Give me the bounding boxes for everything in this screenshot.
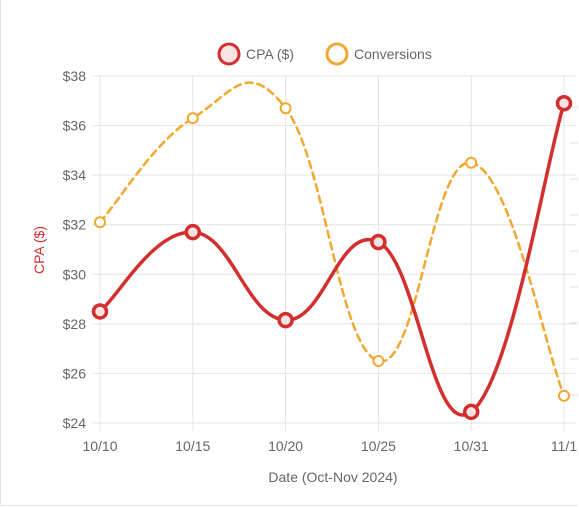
y-tick-label: $36 (63, 118, 87, 134)
right-axis-ticks (570, 106, 578, 396)
x-tick-label: 10/31 (454, 438, 489, 454)
data-point-cpa[interactable] (184, 223, 202, 241)
legend-item-cpa[interactable]: CPA ($) (217, 42, 294, 66)
grid-lines (92, 75, 576, 431)
data-point-cpa[interactable] (370, 233, 387, 251)
x-tick-label: 10/10 (82, 438, 117, 454)
data-point-conversions[interactable] (279, 102, 292, 115)
y-tick-label: $26 (63, 365, 87, 381)
x-tick-label: 10/15 (175, 438, 210, 454)
series-points (91, 95, 573, 421)
data-point-conversions[interactable] (186, 112, 199, 125)
y-axis-title: CPA ($) (31, 226, 47, 274)
x-tick-label: 10/25 (361, 438, 396, 454)
y-axis-ticks: $24 $26 $28 $30 $32 $34 $36 $38 (63, 68, 87, 431)
legend: CPA ($) Conversions (217, 42, 432, 66)
data-point-cpa[interactable] (462, 403, 480, 421)
y-tick-label: $32 (63, 217, 87, 233)
series-lines (98, 81, 566, 417)
data-point-conversions[interactable] (372, 355, 385, 368)
legend-marker-cpa (217, 42, 241, 66)
legend-marker-conversions (325, 42, 349, 66)
data-point-cpa[interactable] (555, 95, 573, 112)
data-point-conversions[interactable] (465, 156, 478, 169)
y-tick-label: $34 (63, 167, 87, 183)
x-axis-title: Date (Oct-Nov 2024) (268, 469, 397, 485)
series-line-cpa (98, 101, 566, 417)
y-tick-label: $28 (63, 316, 87, 332)
y-tick-label: $24 (63, 415, 87, 431)
data-point-cpa[interactable] (91, 303, 109, 320)
x-tick-label: 11/1 (551, 438, 577, 454)
x-tick-label: 10/20 (268, 438, 303, 454)
data-point-cpa[interactable] (277, 311, 294, 329)
y-tick-label: $30 (63, 266, 87, 282)
data-point-conversions[interactable] (558, 389, 570, 402)
legend-label-conversions: Conversions (354, 46, 432, 62)
x-axis-ticks: 10/10 10/15 10/20 10/25 10/31 11/1 (82, 438, 577, 454)
y-tick-label: $38 (63, 68, 87, 84)
legend-item-conversions[interactable]: Conversions (325, 42, 432, 66)
legend-label-cpa: CPA ($) (246, 46, 294, 62)
data-point-conversions[interactable] (94, 216, 106, 229)
